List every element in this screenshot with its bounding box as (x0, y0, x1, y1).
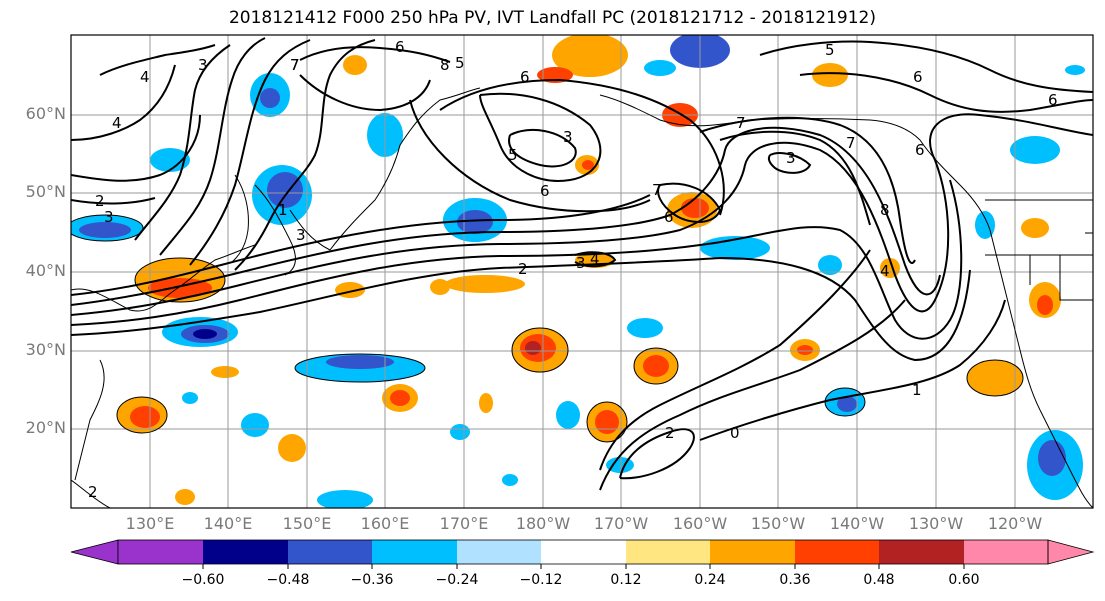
lon-label: 130°W (908, 514, 964, 533)
colorbar-bin (710, 540, 795, 564)
map-title: 2018121412 F000 250 hPa PV, IVT Landfall… (228, 8, 876, 28)
colorbar-tick-label: −0.60 (181, 572, 225, 588)
contour-label: 7 (290, 56, 300, 74)
colorbar-bin (964, 540, 1048, 564)
colorbar (70, 539, 1095, 569)
contour-label: 7 (290, 56, 300, 74)
contour-label: 5 (825, 41, 835, 59)
contour-label: 5 (455, 54, 465, 72)
colorbar-extend-low (70, 539, 119, 565)
contour-label: 6 (1048, 91, 1058, 109)
lon-label: 120°W (987, 514, 1043, 533)
lon-label: 180°W (515, 514, 571, 533)
colorbar-bin (457, 540, 541, 564)
contour-label: 7 (736, 114, 746, 132)
lat-label: 40°N (25, 261, 66, 280)
lon-label: 170°W (593, 514, 649, 533)
colorbar-bin (372, 540, 457, 564)
colorbar-bin (288, 540, 372, 564)
contour-label: 3 (563, 128, 573, 146)
contour-label: 3 (576, 254, 586, 272)
lat-label: 30°N (25, 340, 66, 359)
colorbar-bin (795, 540, 879, 564)
contour-label: 6 (395, 38, 405, 56)
lat-label: 20°N (25, 418, 66, 437)
anomaly-outlines (71, 214, 1024, 443)
contour-label: 4 (880, 262, 890, 280)
contour-label: 5 (508, 146, 518, 164)
lon-label: 130°E (125, 514, 175, 533)
colorbar-tick-label: −0.24 (435, 572, 479, 588)
lon-label: 150°E (282, 514, 332, 533)
contour-label: 7 (652, 181, 662, 199)
contour-label: 6 (915, 141, 925, 159)
contour-label: 4 (590, 250, 600, 268)
contour-label: 6 (664, 208, 674, 226)
contour-label: 3 (104, 208, 114, 226)
contour-label: 8 (440, 56, 450, 74)
contour-labels: 4 3 4 5 6 7 6 5 6 3 5 6 7 6 3 7 7 6 8 3 … (88, 38, 1058, 501)
colorbar-bin (541, 540, 626, 564)
lon-label: 170°E (439, 514, 489, 533)
colorbar-tick-label: 0.60 (948, 572, 980, 588)
negative-anomaly-shading (71, 35, 1085, 508)
colorbar-tick-label: 0.36 (779, 572, 811, 588)
pv-contours (71, 37, 1093, 491)
colorbar-bin (118, 540, 203, 564)
colorbar-tick-label: 0.48 (863, 572, 895, 588)
contour-label: 6 (520, 68, 530, 86)
colorbar-tick-label: 0.12 (610, 572, 642, 588)
colorbar-tick-label: −0.48 (266, 572, 310, 588)
lon-label: 160°E (360, 514, 410, 533)
contour-label: 4 (140, 68, 150, 86)
contour-label: 2 (518, 260, 528, 278)
lon-label: 150°W (750, 514, 806, 533)
colorbar-ticks (202, 564, 965, 569)
lon-label: 140°E (203, 514, 253, 533)
contour-label: 7 (846, 134, 856, 152)
contour-label: 2 (665, 424, 675, 442)
colorbar-tick-label: −0.36 (350, 572, 394, 588)
lon-label: 140°W (829, 514, 885, 533)
colorbar-tick-label: −0.12 (519, 572, 563, 588)
colorbar-extend-high (1047, 539, 1095, 565)
positive-anomaly-shading (117, 35, 1061, 505)
lat-label: 60°N (25, 104, 66, 123)
lat-label: 50°N (25, 182, 66, 201)
contour-label: 8 (880, 201, 890, 219)
contour-label: 1 (912, 381, 922, 399)
contour-label: 3 (296, 226, 306, 244)
contour-label: 4 (112, 114, 122, 132)
contour-label: 0 (730, 424, 740, 442)
contour-label: 2 (95, 192, 105, 210)
contour-label: 1 (278, 201, 288, 219)
contour-label: 3 (786, 149, 796, 167)
contour-label: 3 (198, 56, 208, 74)
contour-label: 6 (540, 182, 550, 200)
contour-label: 2 (88, 483, 98, 501)
colorbar-bin (203, 540, 288, 564)
colorbar-frame (117, 539, 1049, 565)
colorbar-bin (879, 540, 964, 564)
contour-label: 6 (913, 68, 923, 86)
lon-label: 160°W (672, 514, 728, 533)
colorbar-bin (626, 540, 710, 564)
map-frame (70, 34, 1094, 509)
colorbar-tick-label: 0.24 (694, 572, 726, 588)
